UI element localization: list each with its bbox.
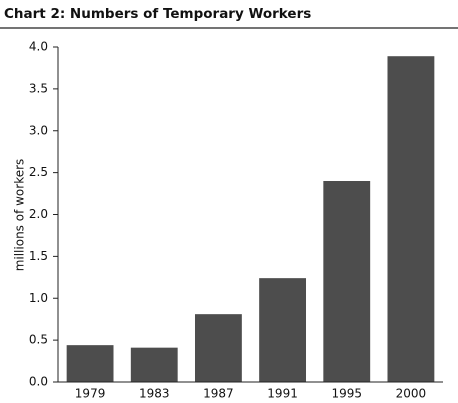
bar <box>130 347 178 382</box>
y-tick-label: 2.0 <box>29 207 48 221</box>
x-tick-label: 1991 <box>267 387 298 401</box>
bar <box>259 278 307 382</box>
bar <box>323 181 371 382</box>
x-tick-label: 2000 <box>396 387 427 401</box>
x-tick-label: 1995 <box>331 387 362 401</box>
bar <box>387 56 435 383</box>
x-tick-label: 1979 <box>75 387 106 401</box>
y-axis-label: millions of workers <box>13 159 27 272</box>
y-tick-label: 0.5 <box>29 333 48 347</box>
x-tick-label: 1983 <box>139 387 170 401</box>
y-tick-label: 1.0 <box>29 291 48 305</box>
chart-title: Chart 2: Numbers of Temporary Workers <box>4 6 311 22</box>
x-tick-label: 1987 <box>203 387 234 401</box>
y-tick-label: 4.0 <box>29 40 48 54</box>
y-tick-label: 3.5 <box>29 81 48 95</box>
bar <box>66 345 114 382</box>
y-tick-label: 3.0 <box>29 123 48 137</box>
bar <box>194 314 242 382</box>
y-tick-label: 1.5 <box>29 249 48 263</box>
y-tick-label: 2.5 <box>29 165 48 179</box>
y-tick-label: 0.0 <box>29 375 48 389</box>
